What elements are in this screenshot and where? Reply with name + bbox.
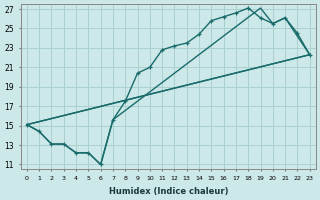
X-axis label: Humidex (Indice chaleur): Humidex (Indice chaleur) — [108, 187, 228, 196]
